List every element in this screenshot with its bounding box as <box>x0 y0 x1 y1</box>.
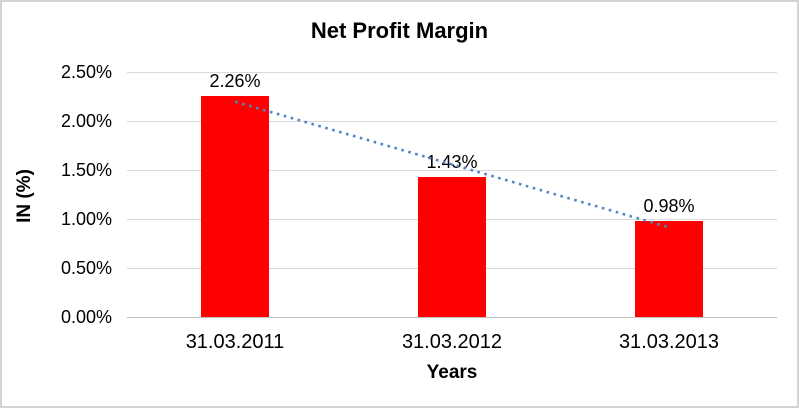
chart-title: Net Profit Margin <box>310 18 489 43</box>
bar <box>201 96 269 317</box>
bar-value-label: 1.43% <box>426 152 478 172</box>
y-tick-label: 0.50% <box>60 258 112 278</box>
bar-value-label: 0.98% <box>643 196 695 216</box>
y-tick-label: 1.00% <box>60 209 112 229</box>
y-axis-title: IN (%) <box>14 169 35 223</box>
bar <box>635 221 703 317</box>
y-tick-label: 0.00% <box>60 307 112 327</box>
x-tick-label: 31.03.2011 <box>185 331 285 353</box>
x-axis-title: Years <box>426 362 478 383</box>
x-axis-line <box>127 317 777 318</box>
x-tick-label: 31.03.2013 <box>618 331 720 353</box>
gridline <box>127 72 777 73</box>
x-tick-label: 31.03.2012 <box>401 331 503 353</box>
y-tick-label: 2.50% <box>60 62 112 82</box>
bar-value-label: 2.26% <box>209 71 261 91</box>
bar <box>418 177 486 317</box>
y-tick-label: 1.50% <box>60 160 112 180</box>
y-tick-label: 2.00% <box>60 111 112 131</box>
